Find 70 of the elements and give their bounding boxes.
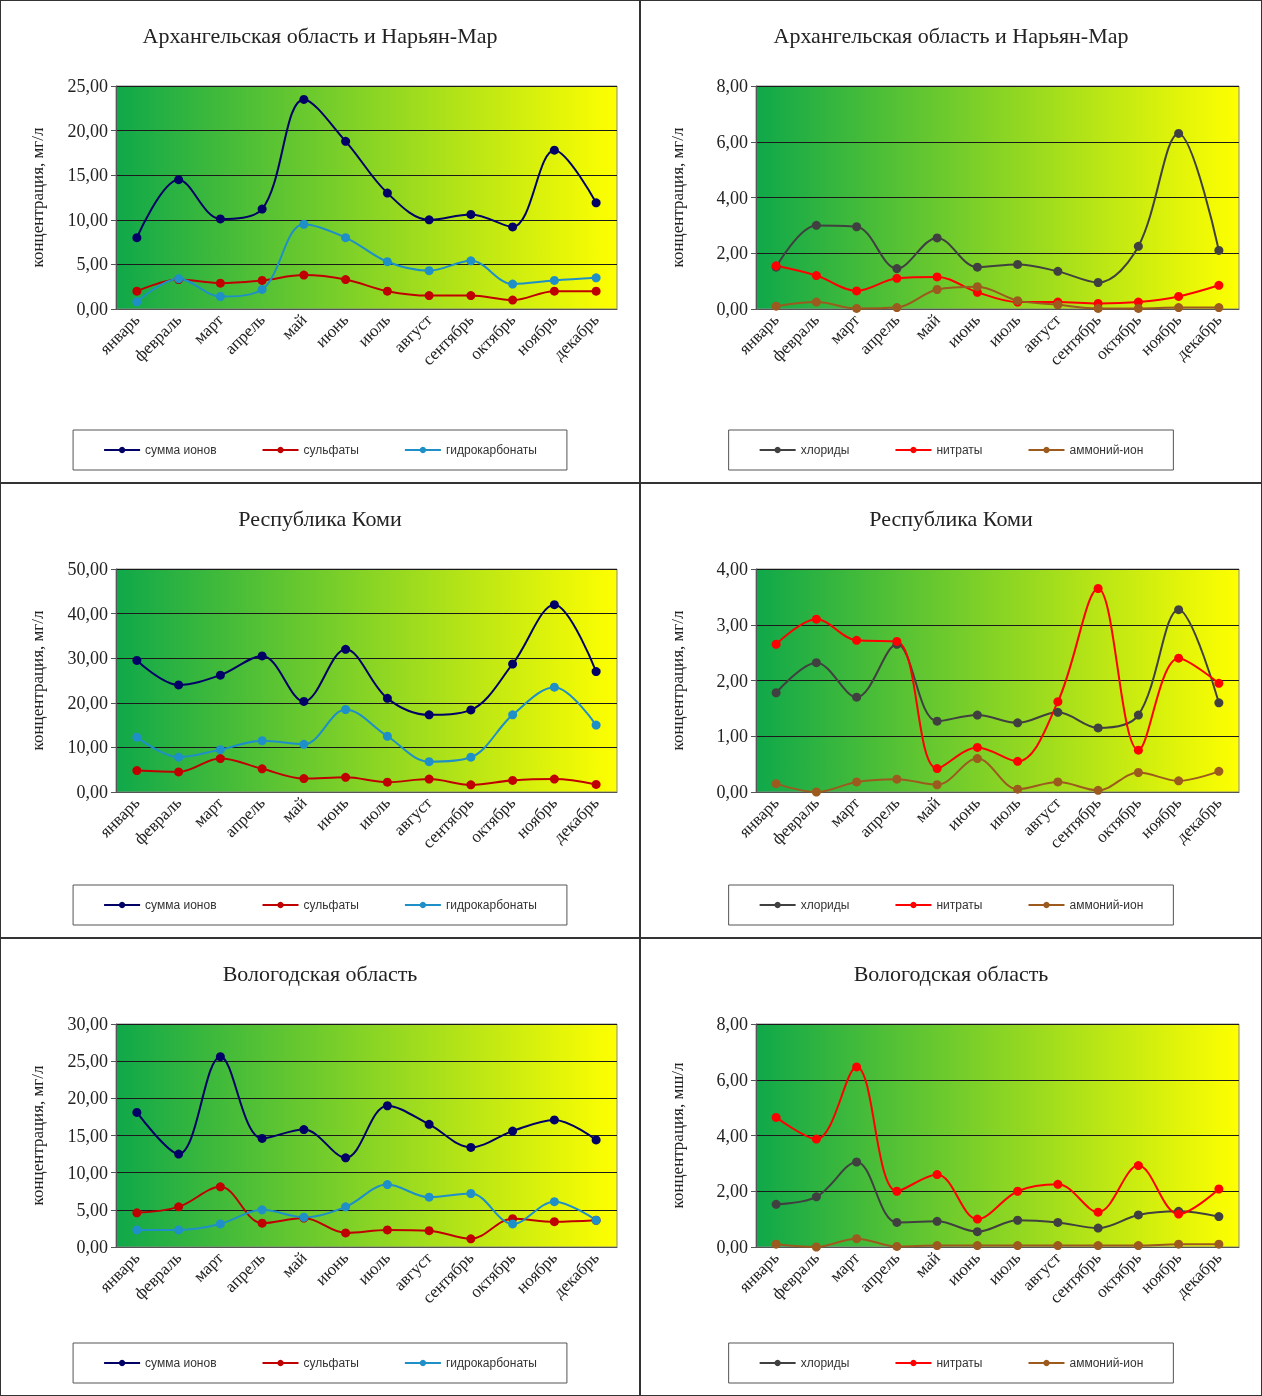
y-tick-label: 2,00	[716, 1181, 748, 1202]
x-tick-label: май	[277, 310, 311, 343]
y-tick-label: 1,00	[716, 726, 748, 747]
x-tick-label: май	[911, 310, 944, 343]
y-tick-label: 5,00	[76, 254, 108, 275]
x-tick-label: май	[911, 1248, 944, 1281]
legend-label: аммоний-ион	[1069, 898, 1144, 912]
y-axis-title: концентрация, мш/л	[668, 1062, 687, 1209]
chart-title: Республика Коми	[869, 505, 1033, 531]
y-tick-label: 30,00	[67, 648, 108, 669]
y-tick-label: 25,00	[67, 1051, 108, 1072]
chart-title: Вологодская область	[853, 960, 1049, 986]
y-tick-label: 6,00	[716, 1069, 748, 1090]
y-tick-label: 10,00	[67, 1162, 108, 1183]
y-tick-label: 20,00	[67, 120, 108, 141]
y-tick-label: 0,00	[716, 299, 748, 319]
y-tick-label: 8,00	[716, 1014, 748, 1034]
legend-label: сумма ионов	[145, 898, 217, 912]
chart-title: Архангельская область и Нарьян-Мар	[142, 22, 498, 48]
legend-label: аммоний-ион	[1069, 1356, 1144, 1370]
y-tick-label: 0,00	[76, 1237, 108, 1257]
y-tick-label: 10,00	[67, 209, 108, 230]
y-tick-label: 2,00	[716, 670, 748, 691]
chart-title: Республика Коми	[238, 505, 402, 531]
legend-label: сумма ионов	[145, 443, 217, 457]
legend-label: гидрокарбонаты	[445, 443, 537, 457]
chart-title: Архангельская область и Нарьян-Мар	[773, 22, 1129, 48]
y-tick-label: 40,00	[67, 603, 108, 624]
x-tick-label: май	[911, 793, 944, 826]
y-tick-label: 4,00	[716, 187, 748, 208]
y-tick-label: 30,00	[67, 1014, 108, 1034]
legend-label: хлориды	[800, 443, 850, 457]
chart-title: Вологодская область	[222, 960, 418, 986]
y-tick-label: 4,00	[716, 559, 748, 579]
legend-label: нитраты	[936, 443, 983, 457]
y-tick-label: 8,00	[716, 76, 748, 96]
legend-label: хлориды	[800, 898, 850, 912]
y-tick-label: 2,00	[716, 243, 748, 264]
y-tick-label: 0,00	[76, 299, 108, 319]
y-axis-title: концентрация, мг/л	[668, 127, 687, 268]
legend-label: аммоний-ион	[1069, 443, 1144, 457]
legend-label: гидрокарбонаты	[445, 1356, 537, 1370]
y-tick-label: 0,00	[716, 1237, 748, 1257]
y-axis-title: концентрация, мг/л	[668, 610, 687, 751]
y-axis-title: концентрация, мг/л	[28, 127, 47, 268]
x-tick-label: май	[277, 793, 311, 826]
y-tick-label: 3,00	[716, 614, 748, 635]
legend-label: гидрокарбонаты	[445, 898, 537, 912]
y-axis-title: концентрация, мг/л	[28, 1065, 47, 1206]
y-tick-label: 20,00	[67, 1088, 108, 1109]
legend-label: сульфаты	[303, 898, 359, 912]
legend-label: хлориды	[800, 1356, 850, 1370]
legend-label: сульфаты	[303, 443, 359, 457]
y-tick-label: 15,00	[67, 1125, 108, 1146]
y-tick-label: 6,00	[716, 131, 748, 152]
y-axis-title: концентрация, мг/л	[28, 610, 47, 751]
y-tick-label: 20,00	[67, 692, 108, 713]
y-tick-label: 4,00	[716, 1125, 748, 1146]
y-tick-label: 25,00	[67, 76, 108, 96]
legend-label: сумма ионов	[145, 1356, 217, 1370]
y-tick-label: 10,00	[67, 737, 108, 758]
y-tick-label: 5,00	[76, 1199, 108, 1220]
y-tick-label: 0,00	[716, 782, 748, 802]
legend-label: сульфаты	[303, 1356, 359, 1370]
legend-label: нитраты	[936, 1356, 983, 1370]
y-tick-label: 15,00	[67, 165, 108, 186]
legend-label: нитраты	[936, 898, 983, 912]
y-tick-label: 0,00	[76, 782, 108, 802]
y-tick-label: 50,00	[67, 559, 108, 579]
x-tick-label: май	[277, 1248, 311, 1281]
